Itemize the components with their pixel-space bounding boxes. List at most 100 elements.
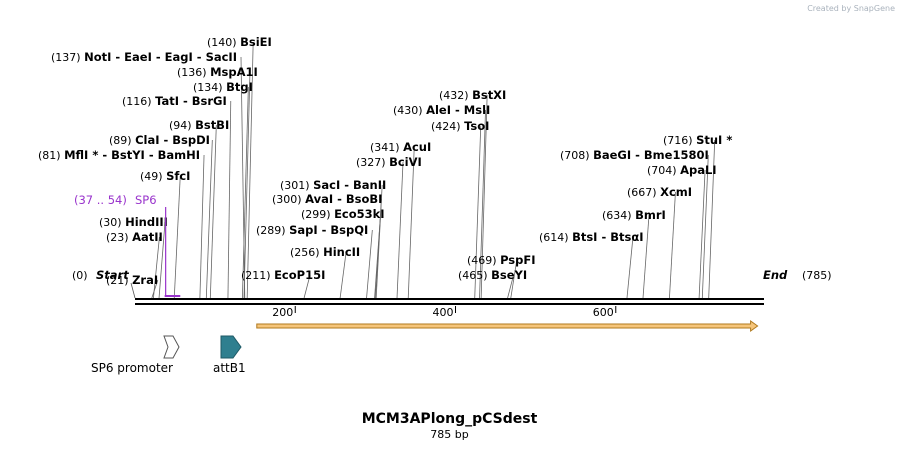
site-position: (140) (207, 36, 240, 49)
enzyme-name: TsoI (464, 119, 489, 133)
site-position: (469) (467, 254, 500, 267)
attb1-label: attB1 (213, 361, 246, 375)
site-label: (424) TsoI (431, 119, 489, 133)
site-label: (634) BmrI (602, 208, 666, 222)
site-label-text: (327) BciVI (356, 155, 422, 169)
start-label: Start (96, 268, 129, 282)
feature-attb1: attB1 (213, 335, 246, 375)
site-label: (140) BsiEI (207, 35, 272, 49)
attb1-arrow (220, 335, 242, 359)
site-position: (708) (560, 149, 593, 162)
site-label: (211) EcoP15I (241, 268, 325, 282)
site-position: (300) (272, 193, 305, 206)
enzyme-name: - MslI (451, 103, 490, 117)
site-label-text: (289) SapI - BspQI (256, 223, 368, 237)
enzyme-name: BaeGI (593, 148, 631, 162)
site-leader-lines (151, 41, 716, 299)
start-position: (0) (72, 269, 88, 282)
site-label-text: (94) BstBI (169, 118, 229, 132)
enzyme-name: BciVI (389, 155, 422, 169)
enzyme-name: EcoP15I (274, 268, 325, 282)
site-labels: (21) ZraI(23) AatII(30) HindIII(49) SfcI… (38, 35, 732, 287)
site-label: (430) AleI - MslI (393, 103, 490, 117)
ruler-tick-label: 600 (593, 306, 614, 319)
site-position: (432) (439, 89, 472, 102)
enzyme-name: ApaLI (680, 163, 717, 177)
site-label: (81) MflI * - BstYI - BamHI (38, 148, 200, 162)
enzyme-name: BseYI (491, 268, 527, 282)
enzyme-name: TatI (155, 94, 179, 108)
enzyme-name: AcuI (403, 140, 431, 154)
sp6-promoter-label: SP6 promoter (91, 361, 173, 375)
site-label-text: (89) ClaI - BspDI (109, 133, 210, 147)
enzyme-name: BtgI (226, 80, 253, 94)
site-label: (23) AatII (106, 230, 163, 244)
site-position: (424) (431, 120, 464, 133)
site-label: (134) BtgI (193, 80, 253, 94)
enzyme-name: - SacII (193, 50, 237, 64)
feature-sp6-promoter: SP6 promoter (91, 335, 180, 375)
enzyme-name: BstXI (472, 88, 506, 102)
enzyme-name: - BamHI (145, 148, 200, 162)
enzyme-name: ClaI (135, 133, 159, 147)
enzyme-name: - BspDI (160, 133, 210, 147)
site-label-text: (667) XcmI (627, 185, 692, 199)
site-position: (430) (393, 104, 426, 117)
site-position: (94) (169, 119, 195, 132)
site-position: (211) (241, 269, 274, 282)
orf-arrow-shape (256, 320, 759, 332)
enzyme-name: ZraI (132, 273, 158, 287)
site-position: (465) (458, 269, 491, 282)
enzyme-name: PspFI (500, 253, 535, 267)
enzyme-name: MflI * (64, 148, 98, 162)
site-label-text: (30) HindIII (99, 215, 168, 229)
site-label-text: (23) AatII (106, 230, 163, 244)
primer-sp6: (37 .. 54) SP6 (74, 193, 181, 297)
site-label: (94) BstBI (169, 118, 229, 132)
enzyme-name: - BspQI (318, 223, 369, 237)
site-label-text: (256) HincII (290, 245, 360, 259)
enzyme-name: MspA1I (210, 65, 258, 79)
site-label: (89) ClaI - BspDI (109, 133, 210, 147)
site-label: (289) SapI - BspQI (256, 223, 368, 237)
site-leader (199, 154, 205, 299)
site-leader (241, 86, 249, 299)
site-label-text: (49) SfcI (140, 169, 190, 183)
site-leader (396, 161, 404, 299)
site-leader (642, 214, 650, 299)
site-leader (507, 274, 514, 299)
site-label-text: (614) BtsI - BtsαI (539, 230, 644, 244)
site-leader (669, 191, 676, 299)
enzyme-name: SacI (313, 178, 340, 192)
site-leader (227, 100, 232, 299)
enzyme-name: - BtsαI (597, 230, 643, 244)
site-position: (716) (663, 134, 696, 147)
site-label-text: (704) ApaLI (647, 163, 717, 177)
site-label-text: (116) TatI - BsrGI (122, 94, 227, 108)
site-leader (205, 139, 213, 299)
site-leader (407, 146, 415, 299)
enzyme-name: BstBI (195, 118, 229, 132)
site-label-text: (716) StuI * (663, 133, 732, 147)
enzyme-name: - EaeI (111, 50, 151, 64)
site-label-text: (469) PspFI (467, 253, 536, 267)
site-label: (465) BseYI (458, 268, 527, 282)
enzyme-name: BsiEI (240, 35, 272, 49)
site-leader (375, 184, 383, 299)
site-label: (716) StuI * (663, 133, 732, 147)
end-label: End (763, 268, 788, 282)
enzyme-name: NotI (84, 50, 111, 64)
map-title: MCM3APlong_pCSdest 785 bp (362, 411, 538, 441)
ruler-tick-label: 400 (433, 306, 454, 319)
enzyme-name: - EagI (152, 50, 193, 64)
site-label-text: (137) NotI - EaeI - EagI - SacII (51, 50, 237, 64)
end-position: (785) (802, 269, 832, 282)
site-label-text: (424) TsoI (431, 119, 489, 133)
site-label: (300) AvaI - BsoBI (272, 192, 382, 206)
site-position: (136) (177, 66, 210, 79)
sequence-name: MCM3APlong_pCSdest (362, 411, 538, 427)
site-label: (299) Eco53kI (301, 207, 385, 221)
enzyme-name: AleI (426, 103, 451, 117)
site-label: (341) AcuI (370, 140, 431, 154)
site-leader (474, 125, 482, 299)
